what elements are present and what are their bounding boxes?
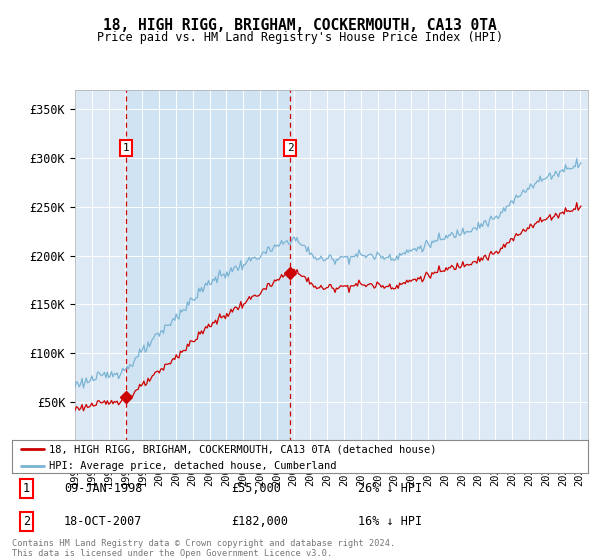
Text: Price paid vs. HM Land Registry's House Price Index (HPI): Price paid vs. HM Land Registry's House … bbox=[97, 31, 503, 44]
Text: £55,000: £55,000 bbox=[231, 482, 281, 496]
Text: 09-JAN-1998: 09-JAN-1998 bbox=[64, 482, 142, 496]
Text: 26% ↓ HPI: 26% ↓ HPI bbox=[358, 482, 422, 496]
Text: £182,000: £182,000 bbox=[231, 515, 288, 529]
Text: 1: 1 bbox=[23, 482, 30, 496]
Text: 18, HIGH RIGG, BRIGHAM, COCKERMOUTH, CA13 0TA (detached house): 18, HIGH RIGG, BRIGHAM, COCKERMOUTH, CA1… bbox=[49, 444, 437, 454]
Text: 2: 2 bbox=[23, 515, 30, 529]
Text: HPI: Average price, detached house, Cumberland: HPI: Average price, detached house, Cumb… bbox=[49, 461, 337, 471]
Text: 2: 2 bbox=[287, 143, 293, 153]
Text: 1: 1 bbox=[122, 143, 130, 153]
Text: Contains HM Land Registry data © Crown copyright and database right 2024.
This d: Contains HM Land Registry data © Crown c… bbox=[12, 539, 395, 558]
Text: 18, HIGH RIGG, BRIGHAM, COCKERMOUTH, CA13 0TA: 18, HIGH RIGG, BRIGHAM, COCKERMOUTH, CA1… bbox=[103, 18, 497, 33]
Bar bbox=[126, 90, 290, 451]
Text: 18-OCT-2007: 18-OCT-2007 bbox=[64, 515, 142, 529]
Text: 16% ↓ HPI: 16% ↓ HPI bbox=[358, 515, 422, 529]
